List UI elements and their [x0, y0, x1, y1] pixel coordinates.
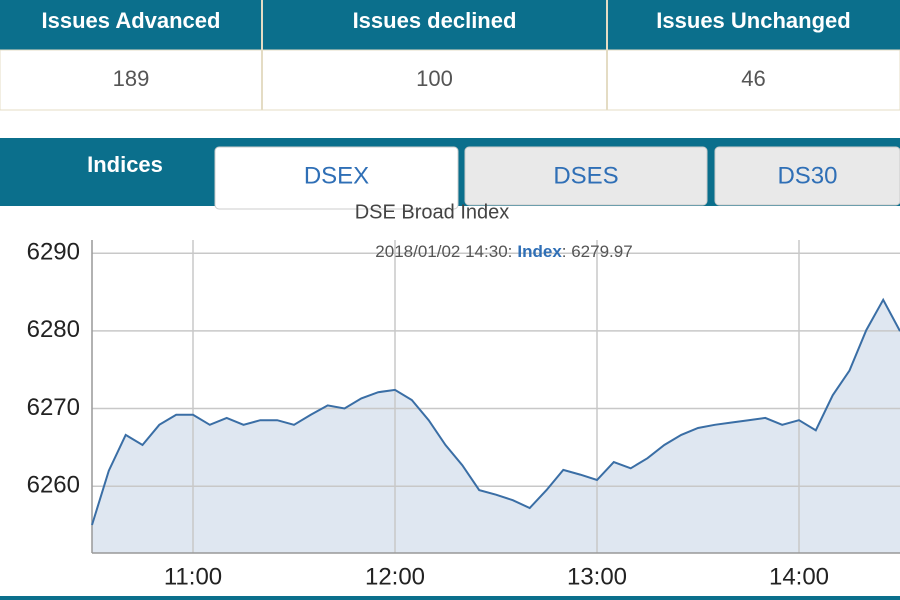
table-header: Issues Advanced — [42, 8, 221, 33]
tab[interactable] — [214, 146, 459, 210]
tooltip-time: 2018/01/02 14:30: — [375, 242, 512, 261]
tab[interactable] — [714, 146, 900, 206]
table-header-bg — [0, 0, 900, 50]
y-tick-label: 6260 — [27, 472, 80, 499]
y-tick-label: 6290 — [27, 239, 80, 266]
chart-title: DSE Broad Index — [355, 201, 510, 223]
table-header: Issues declined — [353, 8, 517, 33]
tooltip-series: Index — [517, 242, 562, 261]
bottom-bar — [0, 596, 900, 600]
y-tick-label: 6280 — [27, 316, 80, 343]
x-tick-label: 12:00 — [365, 563, 425, 590]
x-tick-label: 11:00 — [164, 563, 222, 590]
table-value: 46 — [741, 66, 765, 91]
table-value: 189 — [113, 66, 150, 91]
x-tick-label: 13:00 — [567, 563, 627, 590]
line — [91, 297, 900, 526]
tabs-label: Indices — [87, 152, 163, 177]
tab-label[interactable]: DS30 — [777, 162, 837, 189]
tab[interactable] — [464, 146, 708, 206]
area — [92, 299, 900, 553]
tab-label[interactable]: DSES — [553, 162, 618, 189]
y-tick-label: 6270 — [27, 394, 80, 421]
table-value: 100 — [416, 66, 453, 91]
tooltip-value: : 6279.97 — [562, 242, 633, 261]
tooltip: 2018/01/02 14:30: Index: 6279.97 — [375, 242, 632, 261]
table-row-bg — [0, 49, 900, 111]
table-header: Issues Unchanged — [656, 8, 850, 33]
x-tick-label: 14:00 — [769, 563, 829, 590]
tab-label[interactable]: DSEX — [304, 162, 369, 189]
